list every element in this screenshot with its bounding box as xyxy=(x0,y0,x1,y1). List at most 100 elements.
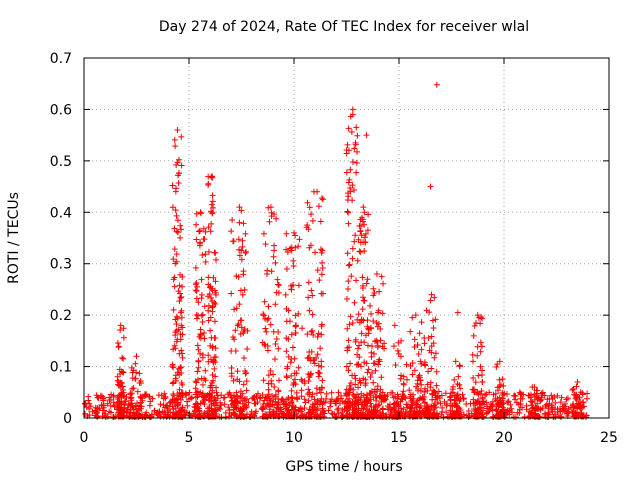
data-point xyxy=(206,291,213,298)
data-point xyxy=(172,316,179,323)
data-point xyxy=(564,408,571,415)
data-point xyxy=(401,394,408,401)
data-point xyxy=(173,251,180,258)
data-point xyxy=(314,188,321,195)
data-point xyxy=(273,336,280,343)
data-point xyxy=(519,395,526,402)
data-point xyxy=(267,367,274,374)
data-point xyxy=(318,321,325,328)
data-point xyxy=(133,353,140,360)
data-point xyxy=(209,304,216,311)
data-point xyxy=(343,386,350,393)
data-point xyxy=(178,226,185,233)
data-point xyxy=(240,220,247,227)
data-point xyxy=(174,217,181,224)
data-point xyxy=(380,397,387,404)
data-point xyxy=(207,228,214,235)
data-point xyxy=(529,405,536,412)
data-point xyxy=(446,394,453,401)
data-point xyxy=(494,397,501,404)
data-point xyxy=(107,402,114,409)
data-point xyxy=(174,159,181,166)
data-point xyxy=(228,394,235,401)
data-point xyxy=(349,182,356,189)
data-point xyxy=(351,299,358,306)
data-point xyxy=(127,395,134,402)
data-point xyxy=(336,400,343,407)
y-axis-label: ROTI / TECUs xyxy=(6,192,22,284)
data-point xyxy=(208,285,215,292)
data-point xyxy=(308,348,315,355)
data-point xyxy=(367,392,374,399)
data-point xyxy=(268,268,275,275)
data-point xyxy=(377,325,384,332)
data-point xyxy=(275,345,282,352)
data-point xyxy=(305,386,312,393)
chart-title: Day 274 of 2024, Rate Of TEC Index for r… xyxy=(159,19,529,35)
data-point xyxy=(459,391,466,398)
data-point xyxy=(155,392,162,399)
data-point xyxy=(367,302,374,309)
data-point xyxy=(272,259,279,266)
data-point xyxy=(413,404,420,411)
data-point xyxy=(292,381,299,388)
data-point xyxy=(487,404,494,411)
data-point xyxy=(213,256,220,263)
data-point xyxy=(117,384,124,391)
data-point xyxy=(297,408,304,415)
data-point xyxy=(92,407,99,414)
data-point xyxy=(239,291,246,298)
data-point xyxy=(389,389,396,396)
data-point xyxy=(172,207,179,214)
data-point xyxy=(271,247,278,254)
data-point xyxy=(409,371,416,378)
data-point xyxy=(211,287,218,294)
data-point xyxy=(241,396,248,403)
data-point xyxy=(361,398,368,405)
data-point xyxy=(394,391,401,398)
data-point xyxy=(212,397,219,404)
data-point xyxy=(417,403,424,410)
data-point xyxy=(308,287,315,294)
data-point xyxy=(176,389,183,396)
data-point xyxy=(237,330,244,337)
data-point xyxy=(251,393,258,400)
data-point xyxy=(426,309,433,316)
data-point xyxy=(178,350,185,357)
data-point xyxy=(172,143,179,150)
data-point xyxy=(170,256,177,263)
data-point xyxy=(363,391,370,398)
data-point xyxy=(317,218,324,225)
data-point xyxy=(344,347,351,354)
data-point xyxy=(128,394,135,401)
data-point xyxy=(200,225,207,232)
data-point xyxy=(143,391,150,398)
y-tick-label: 0 xyxy=(63,411,72,427)
data-point xyxy=(291,229,297,236)
data-point xyxy=(328,396,335,403)
data-point xyxy=(346,176,353,183)
data-point xyxy=(364,369,371,376)
data-point xyxy=(162,411,169,418)
data-point xyxy=(316,277,323,284)
data-point xyxy=(495,403,502,410)
data-point xyxy=(83,404,90,411)
data-point xyxy=(238,324,245,331)
y-tick-label: 0.1 xyxy=(50,360,72,376)
data-point xyxy=(386,401,393,408)
data-point xyxy=(272,301,279,308)
data-point xyxy=(260,405,267,412)
data-point xyxy=(474,312,481,319)
data-point xyxy=(402,395,409,402)
data-point xyxy=(309,311,316,318)
data-point xyxy=(353,169,360,176)
data-point xyxy=(260,312,267,319)
data-point xyxy=(363,406,370,413)
data-point xyxy=(195,358,202,365)
data-point xyxy=(378,273,385,280)
data-point xyxy=(208,220,215,227)
data-point xyxy=(234,368,241,375)
data-point xyxy=(122,397,129,404)
data-point xyxy=(470,374,477,381)
data-point xyxy=(370,292,377,299)
